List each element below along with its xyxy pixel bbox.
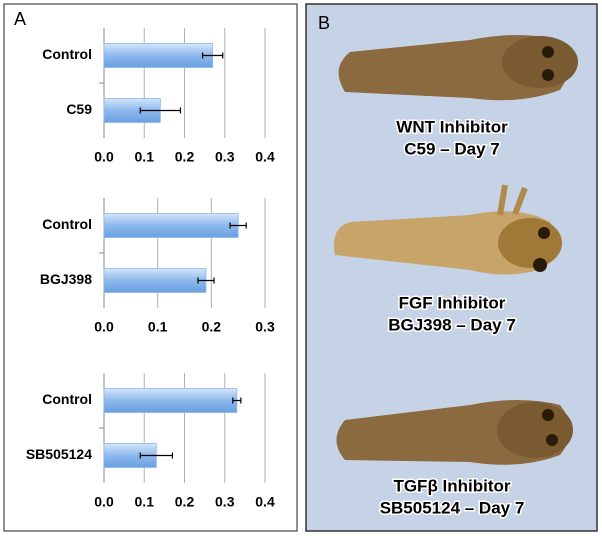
x-tick-label: 0.1 xyxy=(148,319,168,335)
caption: BGJ398 – Day 7 xyxy=(388,315,516,334)
error-bar xyxy=(229,222,247,229)
error-bar xyxy=(232,397,242,404)
category-label: C59 xyxy=(66,101,92,117)
category-label: BGJ398 xyxy=(40,271,92,287)
panel-b-label: B xyxy=(318,13,330,33)
bar xyxy=(103,213,239,238)
x-tick-label: 0.3 xyxy=(215,149,235,165)
caption: C59 – Day 7 xyxy=(404,139,499,158)
caption: WNT Inhibitor xyxy=(396,117,508,136)
tadpole-1 xyxy=(338,35,578,101)
error-bar xyxy=(139,107,182,114)
category-label: Control xyxy=(42,46,92,62)
category-label: Control xyxy=(42,391,92,407)
x-tick-label: 0.2 xyxy=(175,494,195,510)
x-tick-label: 0.2 xyxy=(202,319,222,335)
x-tick-label: 0.0 xyxy=(94,494,114,510)
x-tick-label: 0.3 xyxy=(255,319,275,335)
x-tick-label: 0.4 xyxy=(255,494,275,510)
error-bar xyxy=(139,452,174,459)
x-tick-label: 0.0 xyxy=(94,149,114,165)
caption: SB505124 – Day 7 xyxy=(380,498,525,517)
error-bar xyxy=(197,277,215,284)
bar xyxy=(103,43,214,68)
bar xyxy=(103,388,238,413)
caption: TGFβ Inhibitor xyxy=(393,476,510,495)
x-tick-label: 0.2 xyxy=(175,149,195,165)
x-tick-label: 0.4 xyxy=(255,149,275,165)
x-tick-label: 0.3 xyxy=(215,494,235,510)
panel-a-label: A xyxy=(14,9,26,29)
x-tick-label: 0.1 xyxy=(135,494,155,510)
tadpole-3 xyxy=(336,400,573,465)
category-label: Control xyxy=(42,216,92,232)
x-tick-label: 0.0 xyxy=(94,319,114,335)
bar xyxy=(103,268,207,293)
caption: FGF Inhibitor xyxy=(399,293,506,312)
category-label: SB505124 xyxy=(26,446,92,462)
error-bar xyxy=(202,52,224,59)
x-tick-label: 0.1 xyxy=(135,149,155,165)
tadpole-2 xyxy=(334,184,562,275)
